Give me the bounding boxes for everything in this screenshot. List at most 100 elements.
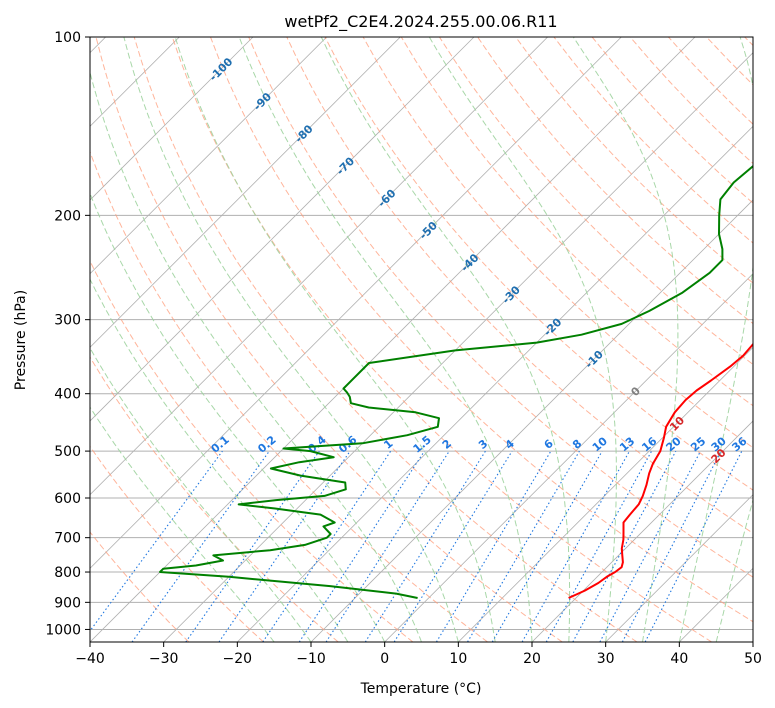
dry-adiabat-line <box>706 37 753 86</box>
x-tick-label: 20 <box>523 651 541 667</box>
y-axis-label: Pressure (hPa) <box>13 290 29 390</box>
dry-adiabat-line <box>668 37 753 125</box>
sounding-traces <box>159 164 753 599</box>
x-tick-label: 0 <box>380 651 389 667</box>
dry-adiabat-line <box>248 37 753 578</box>
dry-adiabat-line <box>515 37 753 284</box>
mixing-ratio-line <box>644 450 743 642</box>
dry-adiabat-line <box>591 37 753 204</box>
mixing-ratio-label: 0.1 <box>209 433 232 455</box>
isotherm-line <box>384 273 753 642</box>
y-tick-label: 900 <box>54 595 81 611</box>
isotherm-label: 30 <box>750 478 770 498</box>
mixing-ratio-label: 2 <box>440 437 454 452</box>
x-tick-label: 10 <box>449 651 467 667</box>
y-tick-label: 500 <box>54 444 81 460</box>
dry-adiabat-line <box>210 37 753 623</box>
isotherm-line <box>237 125 753 642</box>
moist-adiabat-line <box>90 70 422 642</box>
mixing-ratio-line <box>491 450 603 642</box>
dewpoint-trace <box>159 164 753 599</box>
y-tick-label: 400 <box>54 387 81 403</box>
isotherm-line <box>90 37 548 496</box>
isotherm-label: -30 <box>500 283 523 306</box>
mixing-ratio-line <box>325 450 450 642</box>
mixing-ratio-line <box>185 450 320 642</box>
mixing-ratio-label: 3 <box>476 437 490 452</box>
isotherm-label: 0 <box>628 384 643 399</box>
isotherms <box>90 37 753 642</box>
moist-adiabat-line <box>715 497 753 642</box>
mixing-ratio-line <box>572 450 677 642</box>
y-tick-label: 800 <box>54 565 81 581</box>
isotherm-label: -20 <box>541 315 564 338</box>
mixing-ratio-label: 6 <box>542 437 556 452</box>
mixing-ratio-line <box>90 450 223 632</box>
y-tick-label: 100 <box>54 30 81 46</box>
x-tick-label: 50 <box>744 651 762 667</box>
mixing-ratio-line <box>218 450 351 642</box>
x-tick-label: 30 <box>597 651 615 667</box>
mixing-ratio-label: 0.2 <box>255 433 278 455</box>
x-axis: −40 −30 −20 −10 0 10 20 30 40 50 <box>75 642 762 667</box>
mixing-ratio-label: 1.5 <box>411 433 434 455</box>
isotherm-label: -50 <box>417 219 440 242</box>
y-tick-label: 1000 <box>45 622 81 638</box>
dry-adiabat-line <box>171 37 712 642</box>
moist-adiabat-line <box>428 37 617 642</box>
moist-adiabat-line <box>174 37 496 642</box>
moist-adiabat-line <box>320 37 571 642</box>
isotherm-line <box>531 420 753 642</box>
dry-adiabat-line <box>438 37 753 366</box>
mixing-ratio-line <box>545 450 653 642</box>
mixing-ratio-line <box>435 450 552 642</box>
isotherm-line <box>90 37 622 569</box>
isotherm-line <box>90 37 401 348</box>
moist-adiabat-line <box>123 37 459 642</box>
moist-adiabat-line <box>90 347 312 642</box>
isotherm-label: -40 <box>458 251 481 274</box>
isotherm-line <box>90 37 327 275</box>
isotherm-line <box>90 37 696 642</box>
moist-adiabat-line <box>238 37 533 642</box>
moist-adiabat-line <box>90 278 349 642</box>
isotherm-line <box>310 199 753 642</box>
y-tick-label: 700 <box>54 531 81 547</box>
dry-adiabat-line <box>90 445 264 642</box>
isotherm-label: -70 <box>334 154 357 177</box>
moist-adiabat-line <box>90 406 275 642</box>
isotherm-label: -60 <box>375 187 398 210</box>
x-tick-label: −30 <box>149 651 179 667</box>
y-tick-label: 200 <box>54 208 81 224</box>
mixing-ratio-line <box>364 450 486 642</box>
x-axis-label: Temperature (°C) <box>360 681 482 697</box>
isotherm-line <box>605 494 753 642</box>
dry-adiabat-line <box>744 37 753 47</box>
chart-title: wetPf2_C2E4.2024.255.00.06.R11 <box>284 12 557 32</box>
isotherm-label: -10 <box>583 348 606 371</box>
mixing-ratio-label: 8 <box>570 437 584 452</box>
isotherm-line <box>752 641 753 642</box>
y-tick-label: 600 <box>54 491 81 507</box>
dry-adiabats <box>90 37 753 642</box>
x-tick-label: −10 <box>296 651 326 667</box>
x-tick-label: 40 <box>670 651 688 667</box>
mixing-ratio-lines <box>90 450 743 642</box>
y-tick-label: 300 <box>54 313 81 329</box>
mixing-ratio-labels: 0.1 0.2 0.4 0.6 1 1.5 2 3 4 6 8 10 13 16 20 25 30 36 <box>209 433 750 456</box>
moist-adiabat-line <box>678 37 753 642</box>
dry-adiabat-line <box>286 37 753 534</box>
moist-adiabats <box>90 37 753 642</box>
x-tick-label: −20 <box>223 651 253 667</box>
isotherm-line <box>163 52 753 642</box>
moist-adiabat-line <box>572 37 679 642</box>
pressure-gridlines <box>90 37 753 630</box>
y-axis: 100 200 300 400 500 600 700 800 900 1000 <box>45 30 90 638</box>
isotherm-line <box>90 37 254 201</box>
dry-adiabat-line <box>95 37 563 642</box>
isotherm-label: -80 <box>292 122 315 145</box>
mixing-ratio-line <box>298 450 425 642</box>
dry-adiabat-line <box>90 356 339 642</box>
plot-frame <box>89 36 754 643</box>
